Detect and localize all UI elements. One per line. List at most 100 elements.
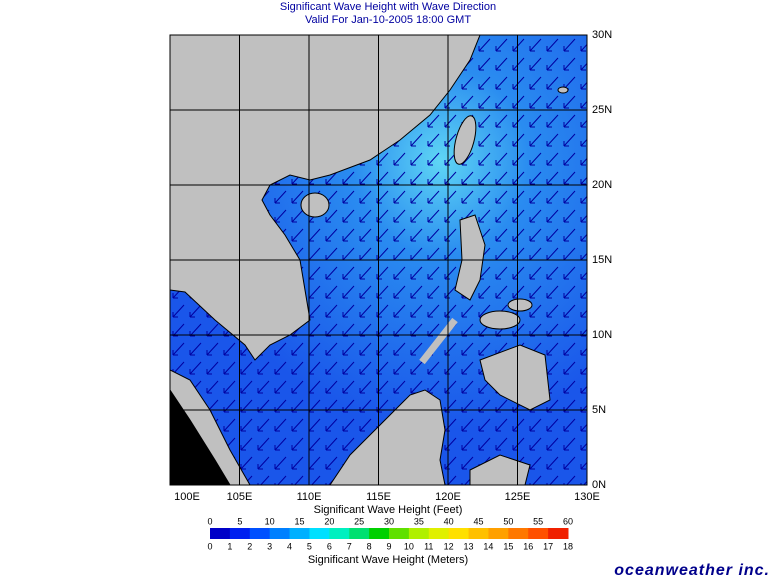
wave-arrow (342, 304, 355, 318)
wave-arrow (291, 342, 304, 356)
feet-label: 5 (237, 516, 242, 526)
feet-label: 0 (207, 516, 212, 526)
wave-arrow (495, 133, 508, 147)
wave-arrow (342, 380, 355, 394)
wave-arrow (189, 342, 202, 356)
meters-label: 4 (287, 541, 292, 551)
wave-arrow (478, 342, 491, 356)
meters-label: 17 (543, 541, 553, 551)
color-cell (329, 528, 350, 539)
wave-arrow (291, 437, 304, 451)
color-cell (448, 528, 470, 539)
wave-arrow (325, 361, 338, 375)
wave-arrow (563, 114, 576, 128)
meters-label: 1 (227, 541, 232, 551)
wave-arrow (393, 228, 406, 242)
wave-arrow (461, 304, 474, 318)
wave-arrow (240, 456, 253, 470)
feet-label: 45 (473, 516, 483, 526)
wave-arrow (563, 152, 576, 166)
wave-arrow (342, 361, 355, 375)
wave-arrow (563, 418, 576, 432)
wave-arrow (325, 266, 338, 280)
feet-label: 25 (354, 516, 364, 526)
wave-arrow (529, 133, 542, 147)
wave-arrow (478, 171, 491, 185)
meters-label: 7 (347, 541, 352, 551)
wave-arrow (342, 228, 355, 242)
wave-arrow (563, 304, 576, 318)
wave-arrow (563, 475, 576, 485)
wave-arrow (495, 190, 508, 204)
wave-arrow (461, 418, 474, 432)
wave-arrow (461, 456, 474, 470)
lon-label: 115E (366, 491, 391, 503)
lon-label: 105E (227, 491, 253, 503)
meters-label: 0 (207, 541, 212, 551)
wave-arrow (410, 342, 423, 356)
lon-label: 130E (574, 491, 600, 503)
wave-arrow (325, 209, 338, 223)
color-cell (468, 528, 489, 539)
wave-arrow (529, 190, 542, 204)
wave-arrow (410, 361, 423, 375)
meters-label: 16 (523, 541, 533, 551)
wave-arrow (563, 266, 576, 280)
wave-arrow (359, 209, 372, 223)
wave-arrow (546, 171, 559, 185)
wave-arrow (291, 380, 304, 394)
wave-arrow (359, 304, 372, 318)
wave-arrow (274, 361, 287, 375)
wave-arrow (529, 38, 542, 52)
wave-arrow (359, 361, 372, 375)
wave-arrow (563, 380, 576, 394)
wave-arrow (172, 304, 185, 318)
feet-label: 15 (294, 516, 304, 526)
lon-label: 120E (435, 491, 461, 503)
wave-arrow (461, 190, 474, 204)
wave-arrow (546, 285, 559, 299)
wave-arrow (478, 57, 491, 71)
wave-arrow (495, 437, 508, 451)
wave-arrow (529, 475, 542, 485)
wave-arrow (461, 342, 474, 356)
wave-arrow (393, 361, 406, 375)
color-cell (210, 528, 231, 539)
color-cell (289, 528, 310, 539)
wave-arrow (529, 152, 542, 166)
wave-arrow (478, 209, 491, 223)
wave-arrow (563, 437, 576, 451)
lat-label: 25N (592, 104, 612, 116)
wave-arrow (563, 228, 576, 242)
wave-arrow (291, 475, 304, 485)
wave-arrow (359, 418, 372, 432)
meters-label: 5 (307, 541, 312, 551)
wave-arrow (223, 418, 236, 432)
wave-arrow (393, 342, 406, 356)
wave-arrow (529, 304, 542, 318)
wave-arrow (410, 266, 423, 280)
wave-arrow (495, 266, 508, 280)
wave-arrow (563, 57, 576, 71)
wave-arrow (359, 266, 372, 280)
wave-arrow (342, 342, 355, 356)
wave-arrow (223, 342, 236, 356)
wave-arrow (563, 342, 576, 356)
title: Significant Wave Height with Wave Direct… (280, 1, 496, 13)
wave-arrow (563, 361, 576, 375)
wave-arrow (461, 95, 474, 109)
lat-label: 10N (592, 329, 612, 341)
wave-arrow (257, 456, 270, 470)
lat-label: 20N (592, 179, 612, 191)
wave-arrow (342, 171, 355, 185)
meters-label: 13 (464, 541, 474, 551)
wave-arrow (223, 380, 236, 394)
feet-label: 35 (414, 516, 424, 526)
wave-arrow (495, 152, 508, 166)
wave-arrow (495, 76, 508, 90)
wave-arrow (461, 76, 474, 90)
wave-arrow (495, 228, 508, 242)
wave-arrow (393, 171, 406, 185)
wave-arrow (342, 190, 355, 204)
wave-arrow (546, 114, 559, 128)
